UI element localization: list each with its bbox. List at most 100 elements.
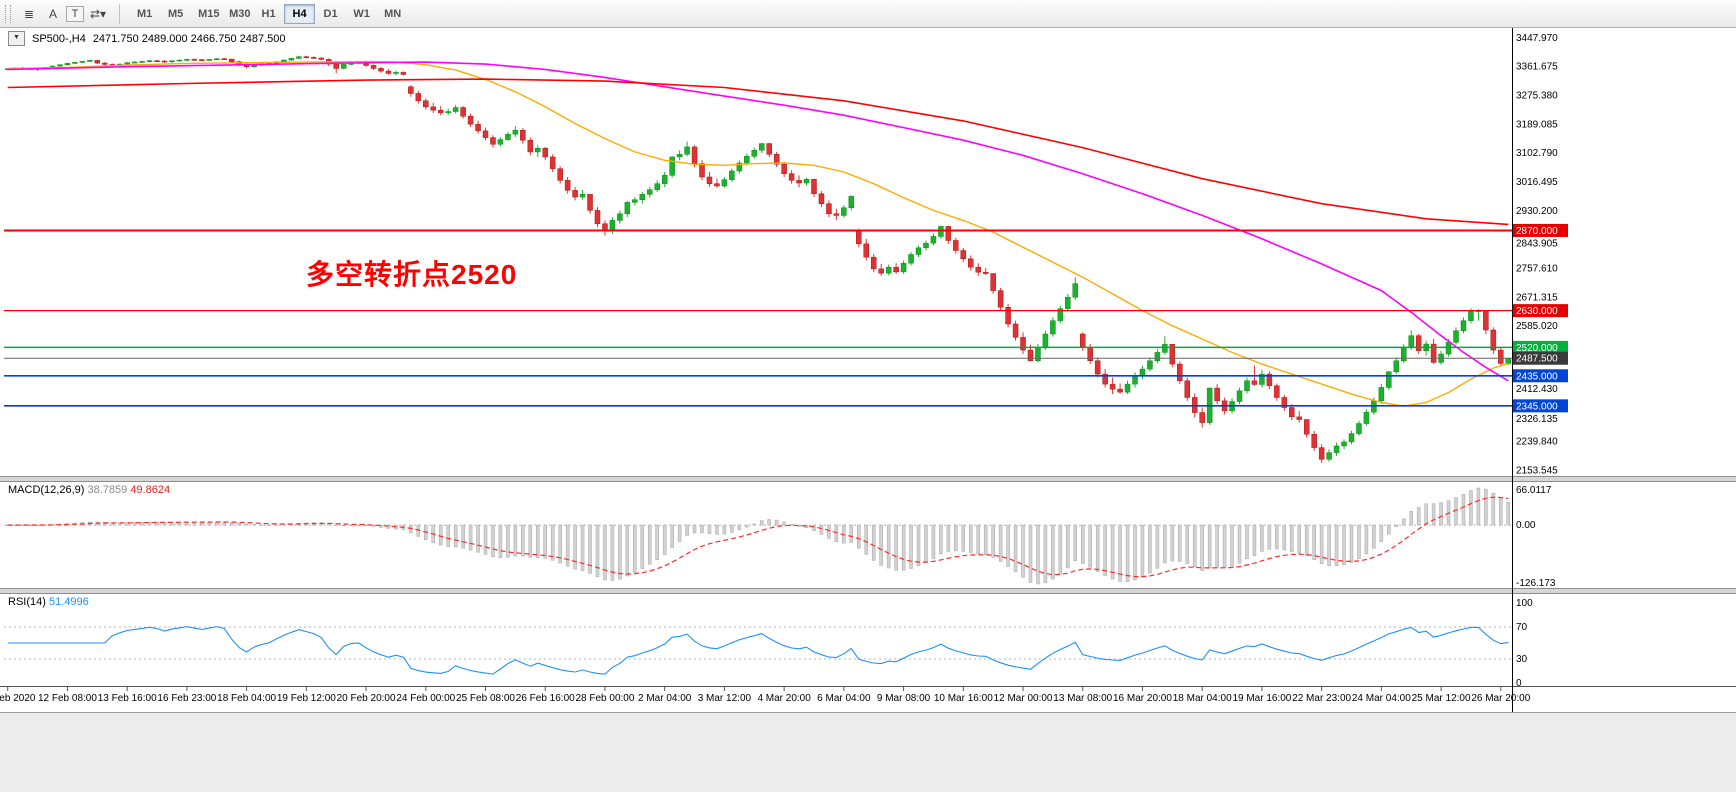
toolbar: ≣ A T ⇄▾ M1 M5 M15 M30 H1 H4 D1 W1 MN — [0, 0, 1736, 28]
ma-slow-red[interactable] — [7, 78, 1509, 226]
cursor-tool-a[interactable]: A — [42, 4, 64, 24]
text-tool-icon[interactable]: T — [66, 5, 84, 22]
timeframe-button-w1[interactable]: W1 — [346, 4, 377, 24]
svg-text:3275.380: 3275.380 — [1516, 91, 1558, 102]
svg-text:2671.315: 2671.315 — [1516, 292, 1558, 303]
svg-text:11 Feb 2020: 11 Feb 2020 — [0, 693, 36, 704]
hline-2870.000[interactable]: 2870.000 — [4, 223, 1568, 237]
svg-text:9 Mar 08:00: 9 Mar 08:00 — [877, 693, 931, 704]
hline-2520.000[interactable]: 2520.000 — [4, 340, 1568, 354]
rsi-indicator-label: RSI(14) 51.4996 — [8, 596, 89, 608]
svg-text:2 Mar 04:00: 2 Mar 04:00 — [638, 693, 692, 704]
svg-text:13 Feb 16:00: 13 Feb 16:00 — [98, 693, 157, 704]
svg-text:12 Feb 08:00: 12 Feb 08:00 — [38, 693, 97, 704]
chart-menu-collapse-icon[interactable]: ▼ — [8, 31, 25, 46]
svg-text:66.0117: 66.0117 — [1516, 485, 1552, 496]
svg-text:3447.970: 3447.970 — [1516, 33, 1558, 44]
rsi-value: 51.4996 — [48, 596, 89, 608]
symbol-period: SP500-,H4 — [32, 32, 86, 45]
macd-indicator-label: MACD(12,26,9) 38.7859 49.8624 — [8, 484, 170, 496]
svg-text:3016.495: 3016.495 — [1516, 177, 1558, 188]
svg-text:10 Mar 16:00: 10 Mar 16:00 — [934, 693, 993, 704]
ma-mid-magenta[interactable] — [7, 61, 1509, 382]
timeframe-button-h4[interactable]: H4 — [284, 3, 316, 24]
svg-text:12 Mar 00:00: 12 Mar 00:00 — [994, 693, 1053, 704]
rsi-name: RSI(14) — [8, 596, 46, 608]
svg-text:2435.000: 2435.000 — [1516, 371, 1558, 382]
timeframe-button-m30[interactable]: M30 — [222, 4, 253, 24]
svg-text:19 Mar 16:00: 19 Mar 16:00 — [1232, 693, 1291, 704]
svg-text:100: 100 — [1516, 598, 1533, 609]
sep-macd-rsi[interactable] — [0, 588, 1736, 594]
svg-text:3361.675: 3361.675 — [1516, 62, 1558, 73]
svg-text:16 Mar 20:00: 16 Mar 20:00 — [1113, 693, 1172, 704]
svg-text:28 Feb 00:00: 28 Feb 00:00 — [575, 693, 634, 704]
svg-text:30: 30 — [1516, 654, 1528, 665]
svg-text:2630.000: 2630.000 — [1516, 306, 1558, 317]
svg-text:2239.840: 2239.840 — [1516, 436, 1558, 447]
svg-text:-126.173: -126.173 — [1516, 578, 1556, 589]
svg-text:25 Feb 08:00: 25 Feb 08:00 — [456, 693, 515, 704]
svg-text:18 Mar 04:00: 18 Mar 04:00 — [1173, 693, 1232, 704]
chart-background — [0, 28, 1736, 792]
svg-text:2153.545: 2153.545 — [1516, 465, 1558, 476]
hline-2435.000[interactable]: 2435.000 — [4, 369, 1568, 383]
rsi-line — [7, 626, 1509, 675]
svg-text:26 Feb 16:00: 26 Feb 16:00 — [516, 693, 575, 704]
svg-text:20 Feb 20:00: 20 Feb 20:00 — [337, 693, 396, 704]
svg-text:22 Mar 23:00: 22 Mar 23:00 — [1292, 693, 1351, 704]
svg-text:0: 0 — [1516, 678, 1522, 689]
chart-styles-icon[interactable]: ⇄▾ — [86, 4, 110, 24]
toolbar-icons: ≣ A T ⇄▾ — [18, 4, 110, 24]
svg-text:70: 70 — [1516, 622, 1528, 633]
symbol-ohlc-values: 2471.750 2489.000 2466.750 2487.500 — [92, 32, 286, 45]
svg-text:2326.135: 2326.135 — [1516, 414, 1558, 425]
svg-text:6 Mar 04:00: 6 Mar 04:00 — [817, 693, 871, 704]
chart-annotation-text[interactable]: 多空转折点2520 — [306, 259, 518, 290]
macd-signal-line — [7, 496, 1509, 578]
svg-text:2520.000: 2520.000 — [1516, 343, 1558, 354]
svg-text:18 Feb 04:00: 18 Feb 04:00 — [217, 693, 276, 704]
price-axis-labels: 3447.970 3361.675 3275.380 3189.085 3102.790… — [1516, 33, 1558, 476]
svg-text:24 Feb 00:00: 24 Feb 00:00 — [396, 693, 455, 704]
svg-text:26 Mar 20:00: 26 Mar 20:00 — [1471, 693, 1530, 704]
svg-text:2757.610: 2757.610 — [1516, 263, 1558, 274]
svg-text:2870.000: 2870.000 — [1516, 226, 1558, 237]
svg-text:2585.020: 2585.020 — [1516, 321, 1558, 332]
horizontal-lines-layer: 2870.000 2630.000 2520.000 2435.000 2345.000… — [4, 223, 1568, 413]
ma-fast-orange[interactable] — [7, 60, 1509, 407]
macd-main-value: 38.7859 — [87, 484, 128, 496]
svg-text:2345.000: 2345.000 — [1516, 401, 1558, 412]
current-price-line: 2487.500 — [4, 351, 1568, 365]
svg-text:25 Mar 12:00: 25 Mar 12:00 — [1412, 693, 1471, 704]
hline-2630.000[interactable]: 2630.000 — [4, 304, 1568, 318]
candles-layer — [4, 55, 1512, 463]
timeframe-button-mn[interactable]: MN — [377, 4, 408, 24]
toolbar-separator — [119, 3, 121, 24]
hline-2345.000[interactable]: 2345.000 — [4, 399, 1568, 413]
toolbar-grip[interactable] — [5, 4, 11, 23]
symbol-info: ▼ SP500-,H4 2471.750 2489.000 2466.750 2… — [8, 31, 286, 46]
svg-text:3102.790: 3102.790 — [1516, 148, 1558, 159]
svg-text:0.00: 0.00 — [1516, 520, 1536, 531]
svg-text:2843.905: 2843.905 — [1516, 238, 1558, 249]
timeframe-button-d1[interactable]: D1 — [315, 4, 346, 24]
svg-text:13 Mar 08:00: 13 Mar 08:00 — [1053, 693, 1112, 704]
timeframe-toolbar: M1 M5 M15 M30 H1 H4 D1 W1 MN — [129, 3, 408, 24]
svg-text:24 Mar 04:00: 24 Mar 04:00 — [1352, 693, 1411, 704]
timeframe-button-m1[interactable]: M1 — [129, 4, 160, 24]
sep-main-macd[interactable] — [0, 476, 1736, 482]
svg-text:2487.500: 2487.500 — [1516, 354, 1558, 365]
svg-text:2930.200: 2930.200 — [1516, 206, 1558, 217]
svg-text:4 Mar 20:00: 4 Mar 20:00 — [757, 693, 811, 704]
rsi-panel: 100 70 30 0 — [4, 598, 1533, 689]
timeframe-button-m5[interactable]: M5 — [160, 4, 191, 24]
svg-text:19 Feb 12:00: 19 Feb 12:00 — [277, 693, 336, 704]
svg-text:2412.430: 2412.430 — [1516, 384, 1558, 395]
timeframe-button-m15[interactable]: M15 — [191, 4, 222, 24]
timeframe-button-h1[interactable]: H1 — [253, 4, 284, 24]
indicator-list-icon[interactable]: ≣ — [18, 4, 40, 24]
